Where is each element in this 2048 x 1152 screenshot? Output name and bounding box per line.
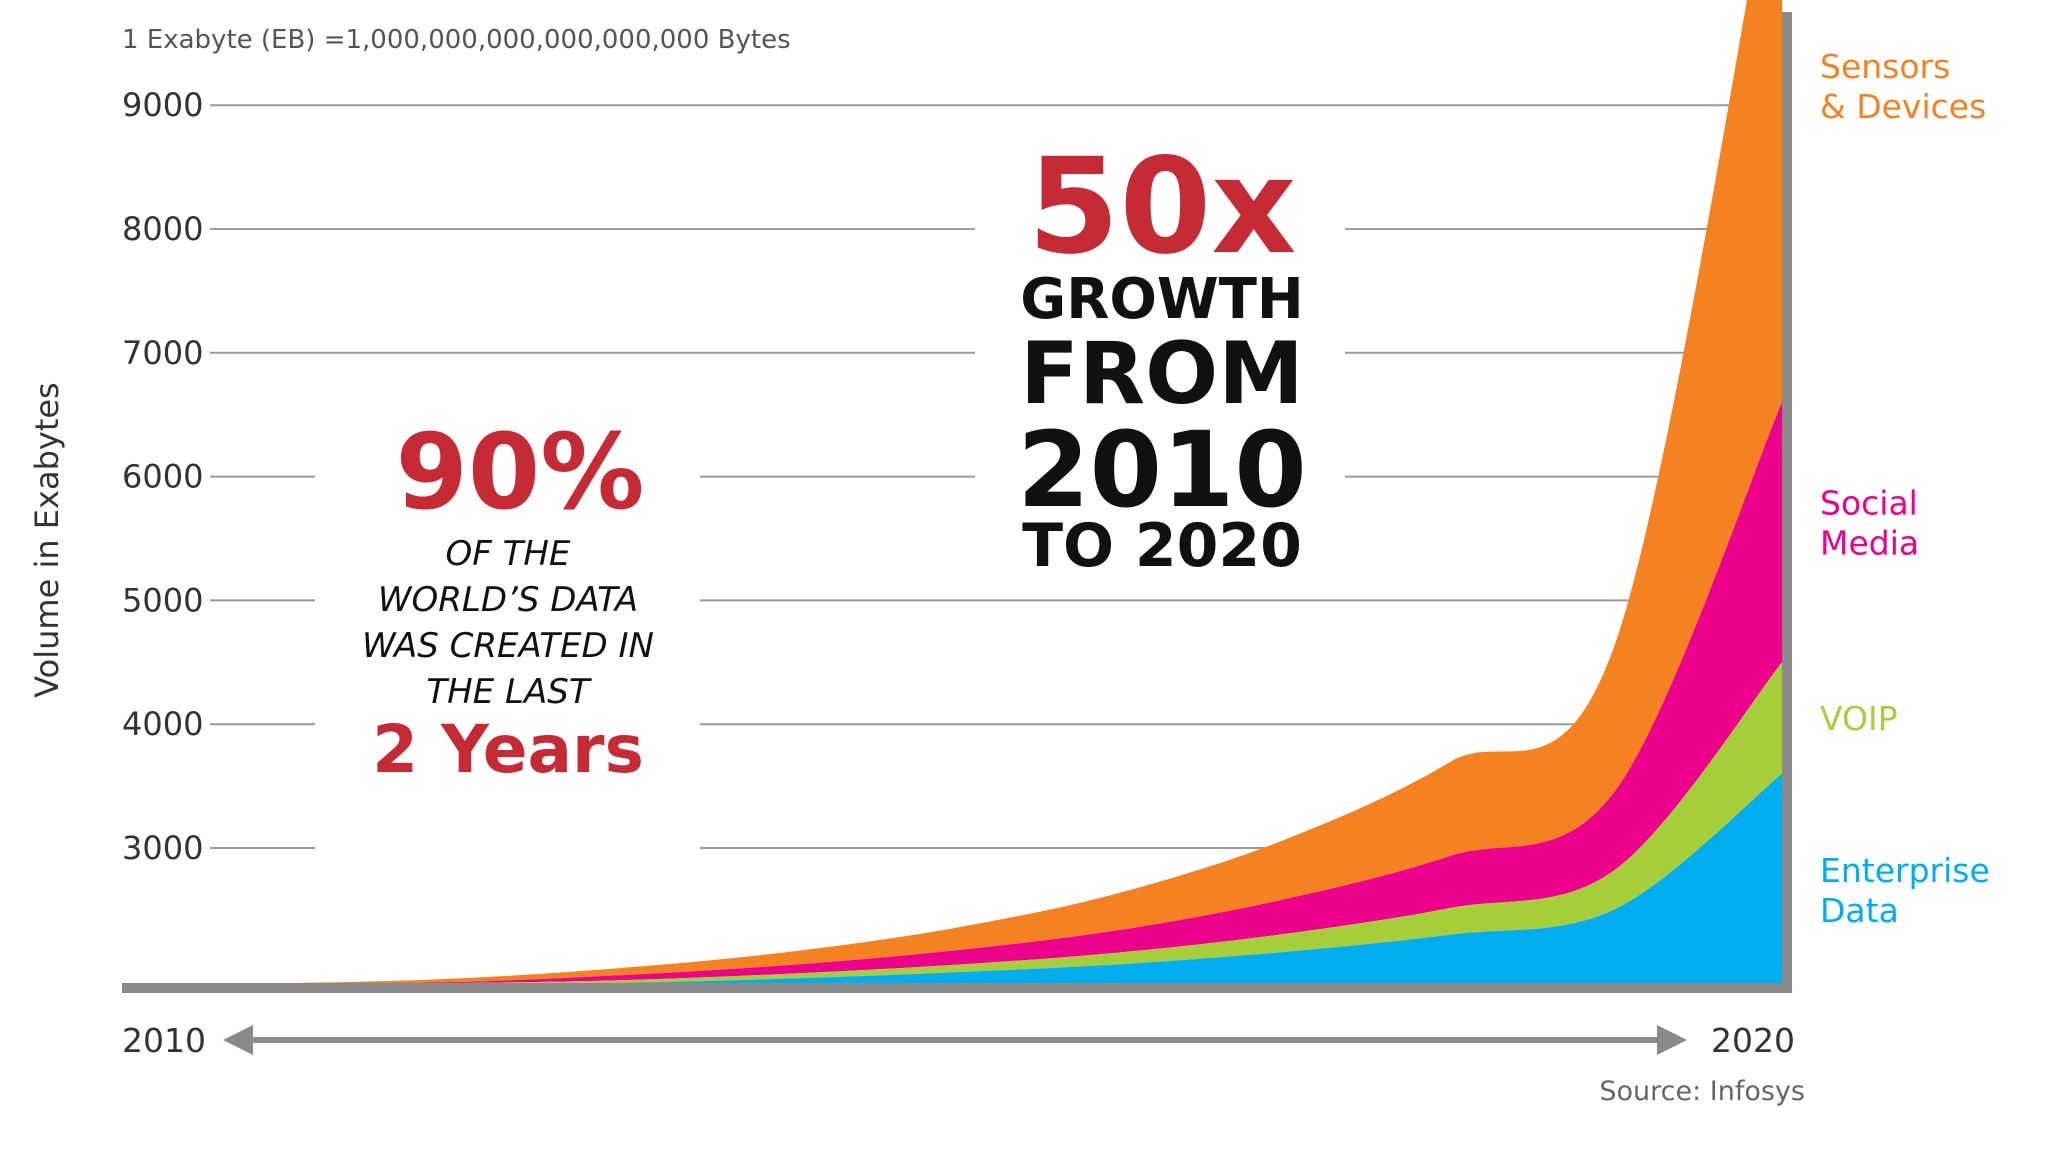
source-label: Source: Infosys <box>1599 1076 1805 1107</box>
y-tick-labels: 3000 4000 5000 6000 7000 8000 9000 <box>122 86 203 867</box>
left-footer: 2 Years <box>372 711 644 788</box>
left-line-1: OF THE <box>446 534 571 574</box>
left-line-3: WAS CREATED IN <box>362 626 654 666</box>
x-start-label: 2010 <box>122 1021 206 1060</box>
legend-social-media-line-0: Social <box>1820 483 1918 522</box>
center-annotation: 50x GROWTH FROM 2010 TO 2020 <box>1017 130 1306 581</box>
legend-sensors-devices-line-0: Sensors <box>1820 47 1950 86</box>
stacked-areas <box>122 0 1782 984</box>
x-axis-baseline <box>122 983 1792 993</box>
area-sensors-devices <box>122 0 1782 984</box>
left-annotation: 90% OF THE WORLD’S DATA WAS CREATED IN T… <box>362 411 654 788</box>
y-tick-8000: 8000 <box>122 210 203 248</box>
y-tick-5000: 5000 <box>122 581 203 619</box>
center-line-2: FROM <box>1020 324 1304 424</box>
gridlines <box>210 104 1772 849</box>
y-tick-7000: 7000 <box>122 334 203 372</box>
center-line-4: TO 2020 <box>1022 511 1302 581</box>
y-tick-3000: 3000 <box>122 829 203 867</box>
legend-enterprise-data-line-0: Enterprise <box>1820 851 1990 890</box>
y-axis-label: Volume in Exabytes <box>28 382 66 697</box>
left-line-2: WORLD’S DATA <box>378 580 638 620</box>
left-headline: 90% <box>396 411 645 533</box>
right-axis-bar <box>1782 12 1792 993</box>
unit-note: 1 Exabyte (EB) =1,000,000,000,000,000,00… <box>122 25 791 55</box>
legend-social-media-line-1: Media <box>1820 523 1919 562</box>
legend-voip-line-0: VOIP <box>1820 699 1898 738</box>
legend-enterprise-data-line-1: Data <box>1820 891 1899 930</box>
left-line-4: THE LAST <box>426 672 591 712</box>
area-enterprise-data <box>122 773 1782 984</box>
center-headline: 50x <box>1028 130 1297 284</box>
legend-sensors-devices-line-1: & Devices <box>1820 87 1986 126</box>
area-social-media <box>122 402 1782 984</box>
y-tick-9000: 9000 <box>122 86 203 124</box>
y-tick-4000: 4000 <box>122 705 203 743</box>
x-end-label: 2020 <box>1711 1021 1795 1060</box>
center-line-1: GROWTH <box>1020 267 1304 332</box>
y-tick-6000: 6000 <box>122 458 203 496</box>
center-line-3: 2010 <box>1017 409 1306 531</box>
